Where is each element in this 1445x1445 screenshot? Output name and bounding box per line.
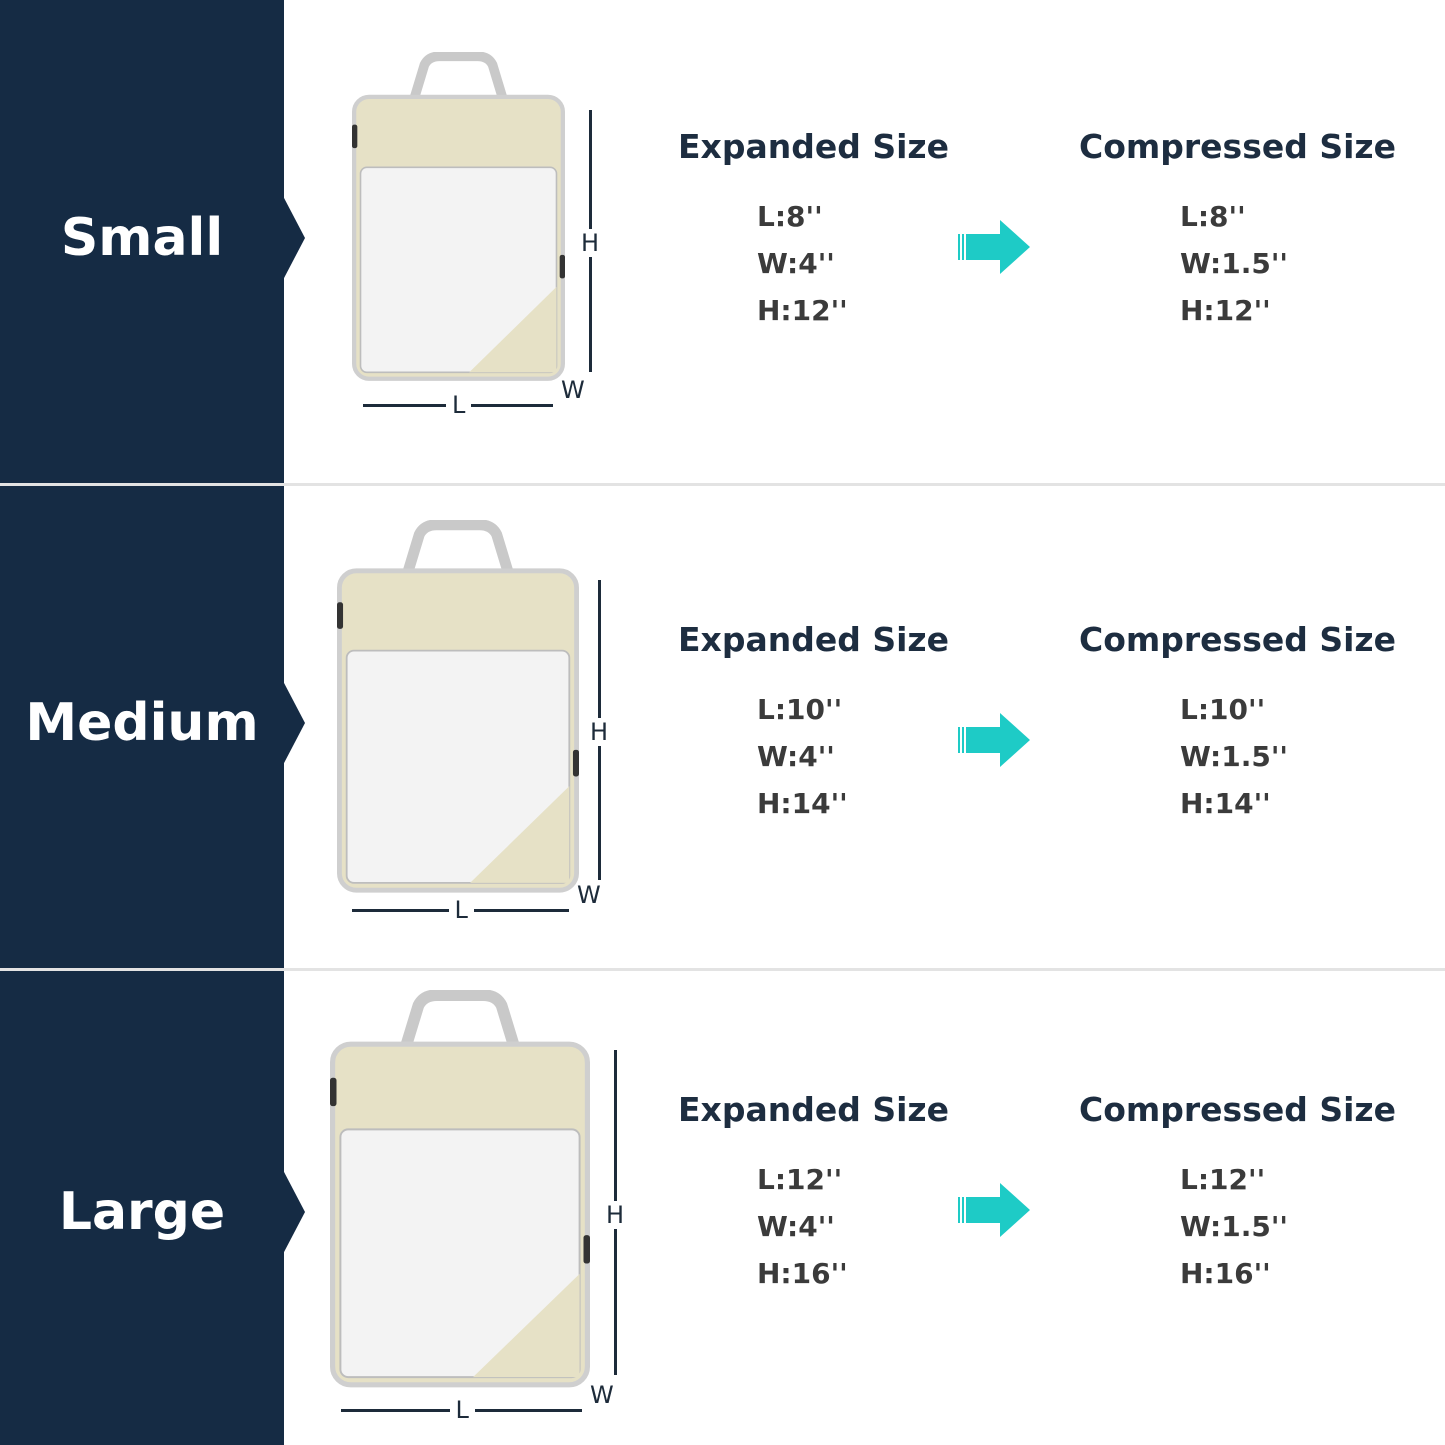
row-divider bbox=[0, 483, 1445, 486]
compressed-dimension-value: W:1.5'' bbox=[1180, 740, 1288, 773]
expanded-dimension-value: L:8'' bbox=[757, 200, 823, 233]
expanded-dimension-value: L:10'' bbox=[757, 693, 843, 726]
compressed-dimension-value: H:16'' bbox=[1180, 1257, 1271, 1290]
length-label: L bbox=[446, 393, 472, 417]
arrow-right-icon bbox=[958, 1183, 1030, 1237]
compressed-dimension-value: H:12'' bbox=[1180, 294, 1271, 327]
compressed-size-title: Compressed Size bbox=[1079, 620, 1396, 659]
compressed-dimension-value: H:14'' bbox=[1180, 787, 1271, 820]
expanded-size-title: Expanded Size bbox=[678, 127, 949, 166]
packing-cube-image bbox=[337, 520, 579, 893]
size-name: Large bbox=[58, 1182, 226, 1242]
compressed-dimension-value: L:10'' bbox=[1180, 693, 1266, 726]
expanded-size-title: Expanded Size bbox=[678, 620, 949, 659]
size-name: Medium bbox=[25, 693, 259, 753]
arrow-right-icon bbox=[958, 220, 1030, 274]
compressed-dimension-value: W:1.5'' bbox=[1180, 1210, 1288, 1243]
size-label-panel bbox=[0, 486, 284, 968]
expanded-dimension-value: H:16'' bbox=[757, 1257, 848, 1290]
size-label-panel bbox=[0, 0, 284, 483]
size-row: Large H L W Expanded Size Compressed Siz… bbox=[0, 971, 1445, 1445]
width-label: W bbox=[590, 1381, 614, 1409]
expanded-dimension-value: L:12'' bbox=[757, 1163, 843, 1196]
size-label-panel bbox=[0, 971, 284, 1445]
width-label: W bbox=[577, 881, 601, 909]
size-row: Small H L W Expanded Size Compressed Siz… bbox=[0, 0, 1445, 483]
size-name: Small bbox=[60, 208, 224, 268]
expanded-dimension-value: W:4'' bbox=[757, 740, 835, 773]
panel-pointer bbox=[283, 681, 305, 765]
length-label: L bbox=[448, 898, 474, 922]
packing-cube-image bbox=[330, 990, 590, 1388]
expanded-dimension-value: H:12'' bbox=[757, 294, 848, 327]
length-label: L bbox=[449, 1398, 475, 1422]
compressed-dimension-value: L:12'' bbox=[1180, 1163, 1266, 1196]
expanded-dimension-value: W:4'' bbox=[757, 247, 835, 280]
width-label: W bbox=[561, 376, 585, 404]
panel-pointer bbox=[283, 1170, 305, 1254]
compressed-size-title: Compressed Size bbox=[1079, 1090, 1396, 1129]
expanded-size-title: Expanded Size bbox=[678, 1090, 949, 1129]
height-label: H bbox=[590, 718, 609, 746]
expanded-dimension-value: H:14'' bbox=[757, 787, 848, 820]
packing-cube-image bbox=[352, 52, 565, 381]
expanded-dimension-value: W:4'' bbox=[757, 1210, 835, 1243]
compressed-dimension-value: L:8'' bbox=[1180, 200, 1246, 233]
row-divider bbox=[0, 968, 1445, 971]
arrow-right-icon bbox=[958, 713, 1030, 767]
size-row: Medium H L W Expanded Size Compressed Si… bbox=[0, 486, 1445, 968]
height-label: H bbox=[581, 229, 600, 257]
height-label: H bbox=[606, 1200, 625, 1229]
panel-pointer bbox=[283, 196, 305, 280]
compressed-size-title: Compressed Size bbox=[1079, 127, 1396, 166]
compressed-dimension-value: W:1.5'' bbox=[1180, 247, 1288, 280]
